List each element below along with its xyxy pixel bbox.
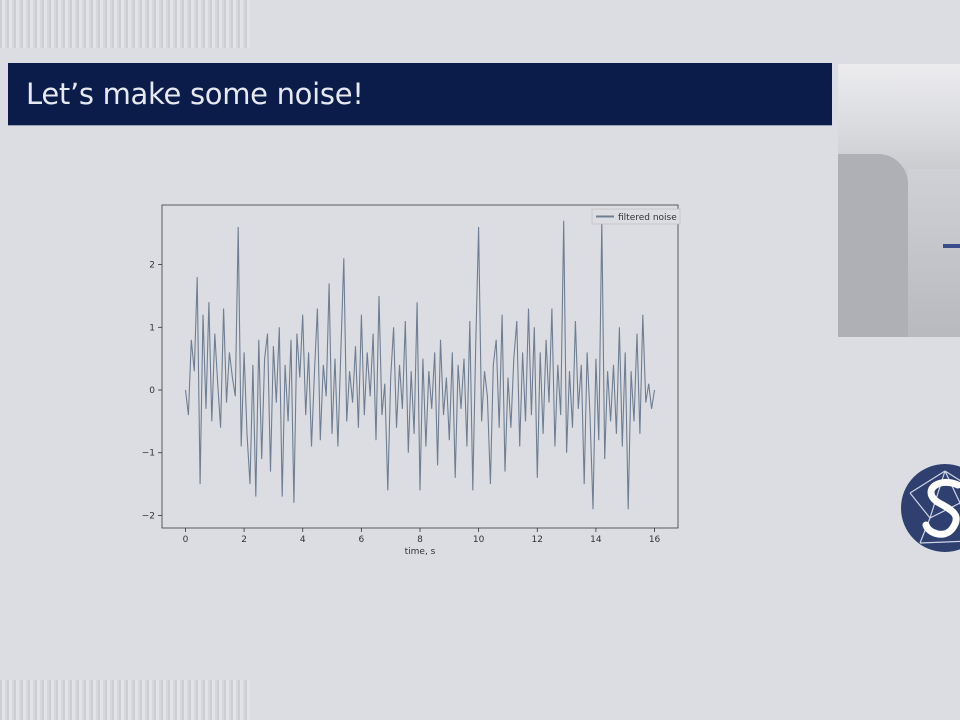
x-tick-label: 16 (649, 535, 661, 545)
video-wall (838, 154, 908, 337)
background-noise-top (0, 0, 250, 48)
x-tick-label: 4 (300, 535, 306, 545)
video-accent (943, 244, 960, 248)
x-tick-label: 12 (532, 535, 543, 545)
slide-header: Let’s make some noise! (8, 63, 832, 126)
x-axis-label: time, s (405, 547, 436, 557)
presenter-video (838, 64, 960, 337)
x-tick-label: 2 (241, 535, 247, 545)
legend: filtered noise (591, 208, 681, 225)
video-presenter (908, 169, 960, 337)
y-tick-label: −1 (142, 449, 155, 459)
series-line-filtered-noise (184, 220, 656, 510)
x-tick-label: 6 (358, 535, 364, 545)
y-tick-label: 1 (149, 323, 155, 333)
slide-title: Let’s make some noise! (26, 77, 364, 111)
x-tick-label: 14 (590, 535, 602, 545)
x-tick-label: 8 (417, 535, 423, 545)
logo-icon (901, 464, 960, 552)
background-noise-bottom (0, 680, 250, 720)
y-tick-label: 0 (149, 386, 155, 396)
y-tick-label: −2 (142, 511, 155, 521)
x-tick-label: 0 (183, 535, 189, 545)
y-tick-label: 2 (149, 261, 155, 271)
x-tick-label: 10 (473, 535, 485, 545)
legend-label: filtered noise (618, 213, 677, 223)
legend-box (591, 208, 681, 225)
